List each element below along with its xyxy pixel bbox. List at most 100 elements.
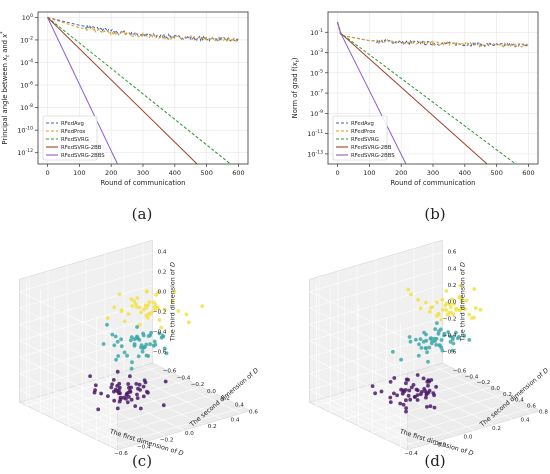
scatter-point xyxy=(92,390,97,395)
scatter-point xyxy=(137,322,142,327)
grid-line xyxy=(19,340,118,389)
scatter-point xyxy=(138,406,143,411)
grid-line xyxy=(19,356,118,406)
scatter-point xyxy=(105,322,109,327)
legend-box xyxy=(42,115,98,161)
scatter-point xyxy=(160,334,165,338)
scatter-point xyxy=(419,390,424,394)
scatter-point xyxy=(451,341,456,346)
legend-box xyxy=(332,115,388,161)
legend-label: RFedSVRG-2BB xyxy=(61,145,102,151)
grid-line xyxy=(19,389,118,438)
legend-label: RFedSVRG xyxy=(351,137,379,143)
z-tick-label: −0.6 xyxy=(443,350,457,356)
scatter-point xyxy=(105,316,110,321)
scatter-point xyxy=(435,300,439,305)
scatter-point xyxy=(425,350,429,355)
grid-line xyxy=(19,284,153,325)
scatter-point xyxy=(399,357,403,362)
x-tick-label: −0.6 xyxy=(114,451,128,457)
scatter-point xyxy=(144,289,149,294)
scatter-point xyxy=(412,395,417,399)
scatter-point xyxy=(408,339,413,344)
scatter-point xyxy=(438,343,442,348)
scatter-point xyxy=(151,300,156,304)
scatter-point xyxy=(114,357,118,362)
x-tick-label: 300 xyxy=(427,169,439,177)
z-tick-label: −0.2 xyxy=(443,316,457,322)
scatter-point xyxy=(414,387,419,392)
legend-label: RFedSVRG-2BBS xyxy=(61,153,105,159)
grid-line xyxy=(19,317,153,358)
scatter-point xyxy=(136,354,141,359)
scatter-point xyxy=(379,389,384,394)
grid-line xyxy=(432,365,532,414)
grid-line xyxy=(104,376,204,425)
scatter-point xyxy=(432,393,436,398)
scatter-point xyxy=(162,307,167,312)
scatter-point xyxy=(434,336,439,341)
scatter-point xyxy=(434,385,438,389)
scatter-point xyxy=(153,307,158,312)
y-tick-label: 0.8 xyxy=(539,409,548,415)
scatter-point xyxy=(176,309,181,313)
scatter-point xyxy=(440,297,445,302)
scatter-point xyxy=(117,292,122,297)
scatter-point xyxy=(416,297,420,302)
x-tick-label: 200 xyxy=(395,169,407,177)
grid-line xyxy=(309,324,408,373)
scatter-point xyxy=(448,340,453,344)
scatter-point xyxy=(112,305,117,310)
scatter-point xyxy=(139,343,144,348)
y-tick-label: 10-8 xyxy=(20,103,33,112)
grid-line xyxy=(19,324,118,373)
scatter-point xyxy=(417,342,421,347)
grid-line xyxy=(309,268,443,309)
y-tick-label: 0.6 xyxy=(249,409,258,415)
legend-label: RFedSVRG xyxy=(61,137,89,143)
scatter-point xyxy=(147,300,152,304)
scatter-point xyxy=(150,310,154,315)
scatter-point xyxy=(426,390,431,395)
y-tick-label: 0.2 xyxy=(221,396,230,402)
scatter-point xyxy=(450,297,454,302)
grid-line xyxy=(123,371,223,420)
scatter-point xyxy=(392,376,397,380)
y-tick-label: 0.2 xyxy=(503,392,512,398)
y-tick-label: 100 xyxy=(22,13,33,22)
scatter-point xyxy=(415,398,420,402)
scatter-point xyxy=(391,349,395,354)
scatter-point xyxy=(129,397,134,402)
scatter-point xyxy=(395,393,399,398)
grid-line xyxy=(142,365,242,414)
scatter-point xyxy=(404,406,408,410)
grid-line xyxy=(386,400,520,440)
scatter-point xyxy=(145,303,150,308)
scatter-point xyxy=(118,391,122,396)
scatter-point xyxy=(398,401,403,406)
scatter-point xyxy=(423,346,428,350)
x-tick-label: 0.2 xyxy=(208,424,217,430)
scatter-point xyxy=(141,384,146,389)
legend-label: RFedAvg xyxy=(61,121,84,127)
scatter-point xyxy=(444,301,449,306)
scatter-point xyxy=(467,338,472,342)
scatter-point xyxy=(439,338,444,342)
series-line-rfedprox xyxy=(337,21,529,49)
x-axis-label: Round of communication xyxy=(391,179,476,187)
scatter-point xyxy=(429,378,434,382)
scatter-point xyxy=(119,337,123,342)
scatter-point xyxy=(404,381,408,386)
x-tick-label: 600 xyxy=(522,169,534,177)
scatter-point xyxy=(135,325,140,329)
x-tick-label: −0.4 xyxy=(137,444,151,450)
scatter-point xyxy=(444,289,449,293)
scatter-point xyxy=(151,343,156,348)
legend-label: RFedProx xyxy=(351,129,375,135)
caption-c: (c) xyxy=(131,452,153,470)
scatter-point xyxy=(134,305,139,309)
scatter-point xyxy=(409,292,413,297)
x-tick-label: −0.4 xyxy=(404,451,418,457)
scatter-point xyxy=(442,333,446,338)
